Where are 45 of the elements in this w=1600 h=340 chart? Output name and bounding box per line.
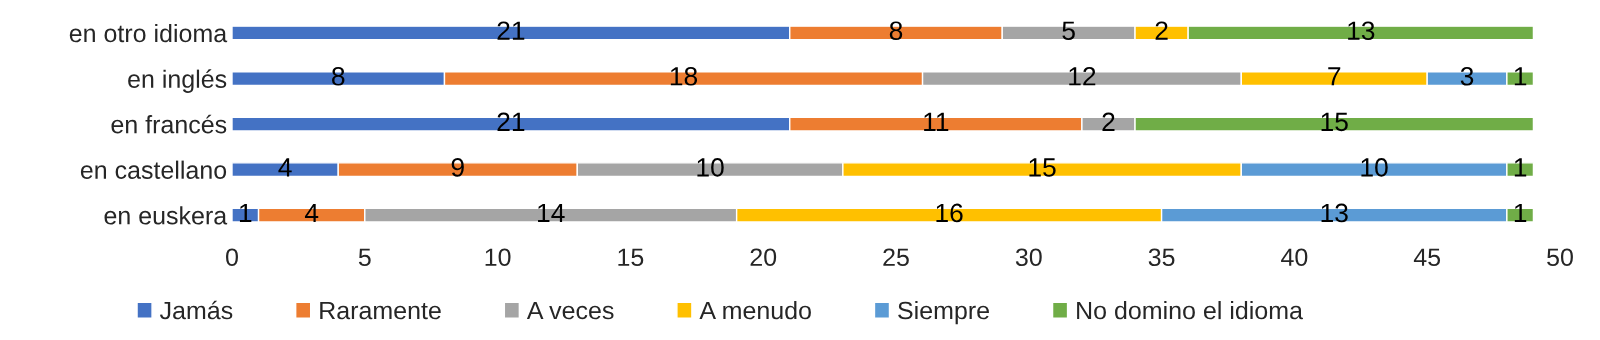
- data-label: 18: [670, 66, 698, 86]
- x-tick-label: 20: [750, 248, 777, 267]
- data-label: 9: [451, 158, 464, 177]
- legend-label: A veces: [526, 301, 614, 320]
- x-tick-label: 40: [1281, 248, 1308, 267]
- legend-label: A menudo: [699, 301, 811, 320]
- data-label: 15: [1029, 158, 1056, 177]
- y-tick-label: en euskera: [104, 206, 228, 225]
- x-tick-label: 10: [485, 248, 511, 267]
- data-label: 5: [1062, 21, 1075, 41]
- data-label: 13: [1321, 203, 1348, 223]
- y-tick-label: en francés: [111, 114, 227, 134]
- data-label: 21: [497, 112, 525, 131]
- x-tick-label: 30: [1015, 248, 1042, 267]
- legend-label: Siempre: [898, 301, 989, 325]
- data-label: 10: [1361, 158, 1388, 177]
- legend-label: Jamás: [159, 300, 233, 320]
- x-tick-label: 0: [226, 248, 238, 267]
- y-tick-label: en otro idioma: [69, 23, 228, 43]
- x-tick-label: 45: [1413, 248, 1441, 267]
- data-label: 1: [1514, 158, 1527, 177]
- data-label: 4: [304, 203, 319, 223]
- data-label: 1: [1514, 67, 1527, 86]
- x-tick-label: 50: [1547, 248, 1573, 267]
- data-label: 14: [538, 203, 565, 223]
- data-label: 4: [278, 158, 292, 177]
- data-label: 7: [1328, 67, 1341, 86]
- data-label: 16: [936, 203, 963, 223]
- data-label: 1: [239, 203, 252, 223]
- data-label: 1: [1514, 203, 1527, 223]
- data-label: 2: [1102, 112, 1115, 131]
- data-label: 10: [697, 158, 724, 177]
- data-label: 12: [1069, 66, 1096, 86]
- x-tick-label: 5: [358, 248, 371, 267]
- data-label: 3: [1460, 66, 1474, 86]
- legend-label: No domino el idioma: [1077, 301, 1303, 320]
- y-tick-label: en inglés: [128, 69, 227, 93]
- data-label: 11: [924, 112, 949, 131]
- y-tick-label: en castellano: [80, 160, 227, 179]
- x-tick-label: 25: [883, 248, 909, 267]
- data-label: 15: [1321, 112, 1348, 132]
- legend-label: Raramente: [320, 301, 441, 320]
- x-tick-label: 15: [618, 248, 644, 267]
- x-tick-label: 35: [1148, 248, 1175, 267]
- data-label: 8: [332, 66, 345, 86]
